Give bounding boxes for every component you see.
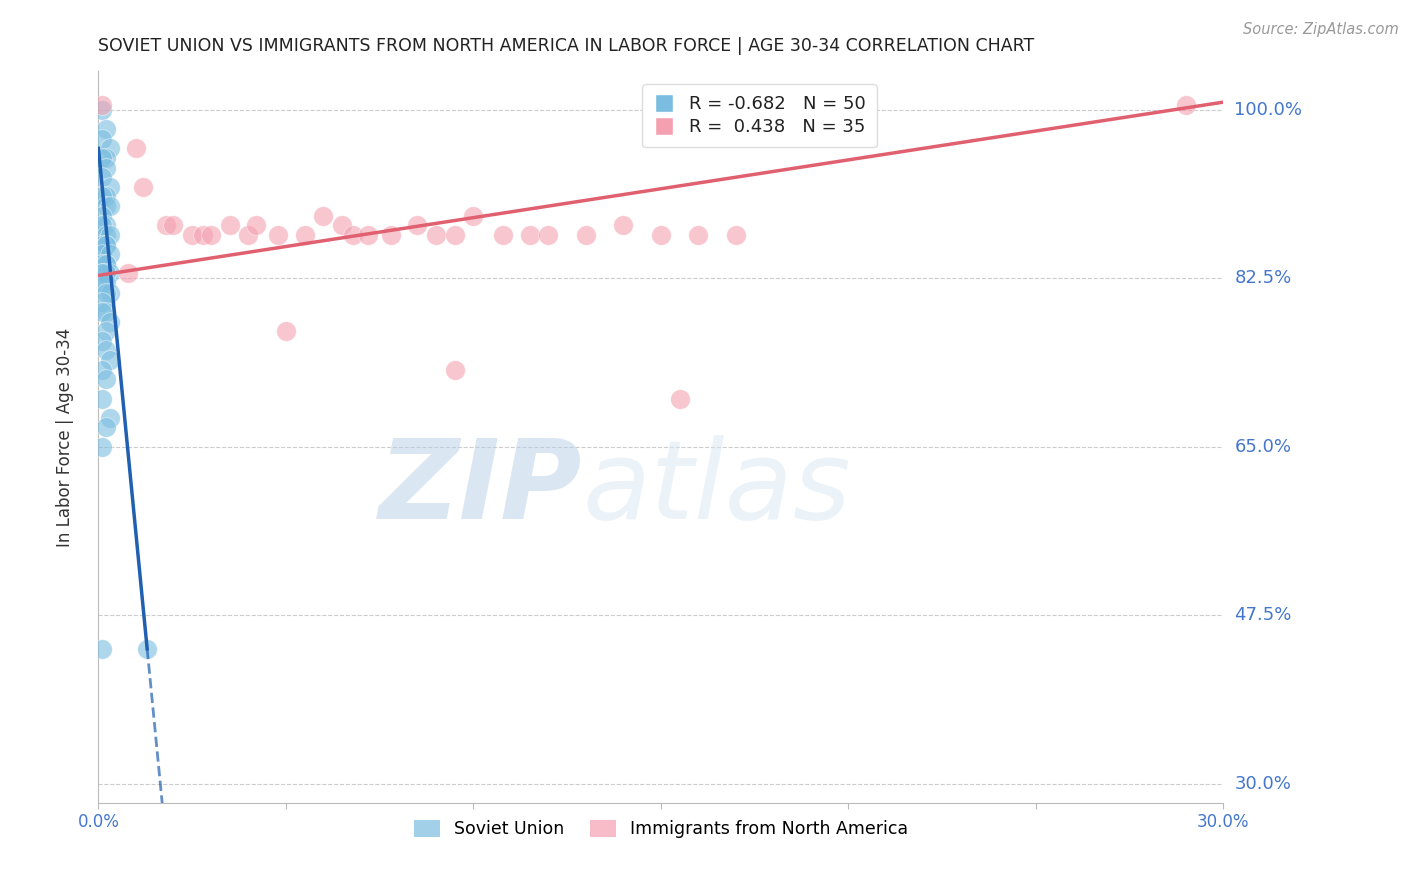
Point [274,324,297,338]
Point [132,179,155,194]
Point [91,209,114,223]
Point [193,227,215,242]
Point [330,219,353,233]
Point [650,227,672,242]
Text: SOVIET UNION VS IMMIGRANTS FROM NORTH AMERICA IN LABOR FORCE | AGE 30-34 CORRELA: SOVIET UNION VS IMMIGRANTS FROM NORTH AM… [98,37,1035,54]
Text: 100.0%: 100.0% [1234,101,1302,119]
Point [98,353,121,368]
Point [612,219,634,233]
Point [94,276,117,290]
Point [724,227,747,242]
Point [519,227,541,242]
Point [91,170,114,185]
Point [98,267,121,281]
Point [98,315,121,329]
Point [94,199,117,213]
Point [94,219,117,233]
Point [94,257,117,271]
Point [200,227,222,242]
Point [94,161,117,175]
Point [91,103,114,117]
Point [91,305,114,319]
Point [91,247,114,261]
Point [1174,98,1197,112]
Point [406,219,429,233]
Text: 82.5%: 82.5% [1234,269,1292,287]
Point [98,285,121,300]
Point [91,267,114,281]
Y-axis label: In Labor Force | Age 30-34: In Labor Force | Age 30-34 [56,327,75,547]
Point [94,285,117,300]
Point [267,227,290,242]
Point [312,209,335,223]
Point [91,151,114,165]
Point [91,257,114,271]
Point [425,227,447,242]
Point [91,132,114,146]
Point [94,305,117,319]
Text: 47.5%: 47.5% [1234,607,1292,624]
Text: 30.0%: 30.0% [1234,774,1291,793]
Point [91,276,114,290]
Point [181,227,204,242]
Point [155,219,177,233]
Point [668,392,690,406]
Point [357,227,380,242]
Point [94,343,117,358]
Point [91,392,114,406]
Point [91,641,114,656]
Point [98,227,121,242]
Point [98,141,121,155]
Point [91,267,114,281]
Point [94,237,117,252]
Point [492,227,515,242]
Point [91,440,114,454]
Point [380,227,402,242]
Point [94,189,117,203]
Point [94,372,117,386]
Point [91,334,114,348]
Point [463,209,485,223]
Point [94,324,117,338]
Point [342,227,364,242]
Point [575,227,598,242]
Point [94,267,117,281]
Point [91,219,114,233]
Point [94,227,117,242]
Point [91,295,114,310]
Point [218,219,240,233]
Point [94,237,117,252]
Point [537,227,560,242]
Point [443,362,465,376]
Point [245,219,267,233]
Point [136,641,159,656]
Point [94,257,117,271]
Point [443,227,465,242]
Point [162,219,184,233]
Point [98,179,121,194]
Point [91,98,114,112]
Point [125,141,148,155]
Point [91,362,114,376]
Point [91,189,114,203]
Point [117,267,139,281]
Text: atlas: atlas [582,434,851,541]
Point [98,247,121,261]
Point [294,227,316,242]
Point [94,151,117,165]
Point [98,410,121,425]
Legend: Soviet Union, Immigrants from North America: Soviet Union, Immigrants from North Amer… [406,813,915,846]
Text: 65.0%: 65.0% [1234,438,1291,456]
Point [688,227,710,242]
Point [238,227,260,242]
Point [94,122,117,136]
Point [91,237,114,252]
Text: ZIP: ZIP [378,434,582,541]
Point [98,199,121,213]
Text: Source: ZipAtlas.com: Source: ZipAtlas.com [1243,22,1399,37]
Point [94,420,117,434]
